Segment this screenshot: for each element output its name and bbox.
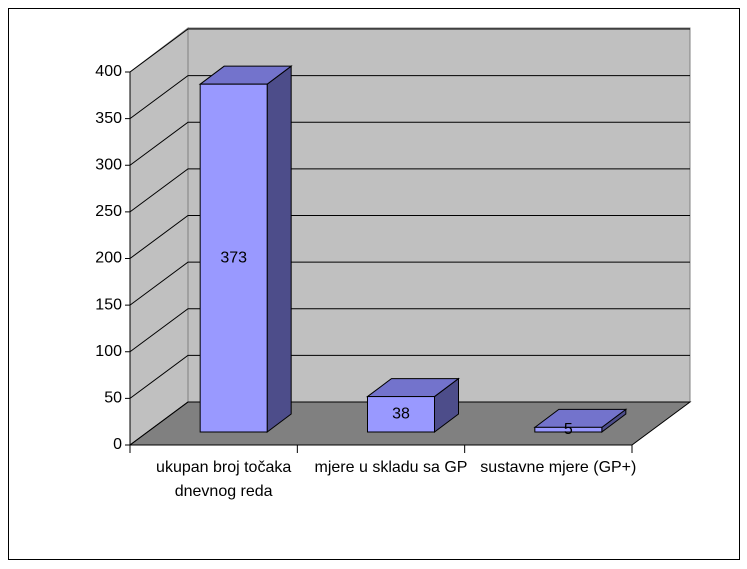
value-label: 5 — [564, 421, 573, 438]
grid-line — [129, 28, 690, 73]
grid-line — [129, 168, 690, 213]
y-tick-label: 50 — [104, 390, 122, 407]
bars: 373 38 5 — [198, 65, 628, 438]
grid-line — [129, 308, 690, 353]
grid-line — [129, 121, 690, 166]
grid — [129, 28, 690, 446]
grid-line — [129, 75, 690, 120]
bar — [534, 426, 603, 433]
value-label: 373 — [220, 249, 247, 266]
grid-line — [129, 354, 690, 399]
value-label: 38 — [392, 406, 410, 423]
y-tick-label: 200 — [95, 250, 122, 267]
x-tick-label: sustavne mjere (GP+) — [480, 459, 637, 476]
bar — [367, 396, 435, 433]
bar — [199, 83, 268, 433]
grid-line — [129, 261, 690, 306]
x-tick-label: ukupan broj točaka dnevnog reda — [156, 459, 292, 500]
grid-line — [129, 215, 690, 259]
bar-side — [266, 65, 292, 433]
y-tick-label: 350 — [95, 110, 122, 127]
y-tick-label: 0 — [113, 436, 122, 453]
x-tick-label: mjere u skladu sa GP — [314, 459, 468, 476]
y-tick-label: 400 — [95, 63, 122, 80]
grid-line — [129, 401, 690, 446]
y-tick-label: 100 — [95, 343, 122, 360]
y-tick-label: 150 — [95, 296, 122, 313]
y-tick-label: 300 — [95, 156, 122, 173]
y-tick-label: 250 — [95, 203, 122, 220]
